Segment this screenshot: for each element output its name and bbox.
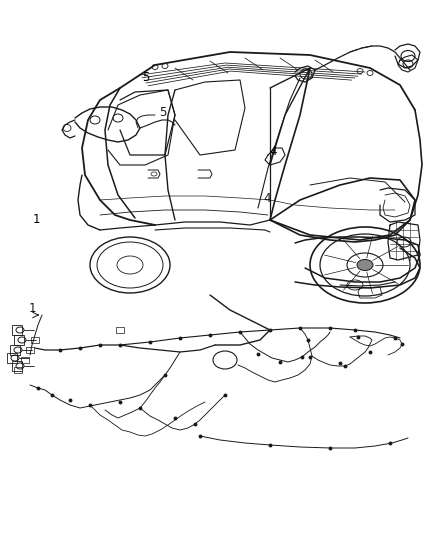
Bar [21, 357, 29, 363]
Text: 4: 4 [263, 191, 271, 205]
Bar [7, 353, 17, 363]
Bar [14, 335, 24, 345]
Bar [116, 327, 124, 333]
Bar [10, 345, 20, 355]
Bar [12, 325, 22, 335]
Bar [26, 347, 34, 353]
Text: 1: 1 [33, 213, 40, 226]
Bar [14, 367, 22, 373]
Text: 5: 5 [159, 106, 167, 118]
Text: 1: 1 [28, 302, 36, 314]
Bar [12, 361, 22, 371]
Text: 5: 5 [142, 71, 150, 84]
Bar [31, 337, 39, 343]
Ellipse shape [357, 260, 373, 271]
Text: 4: 4 [269, 146, 277, 158]
